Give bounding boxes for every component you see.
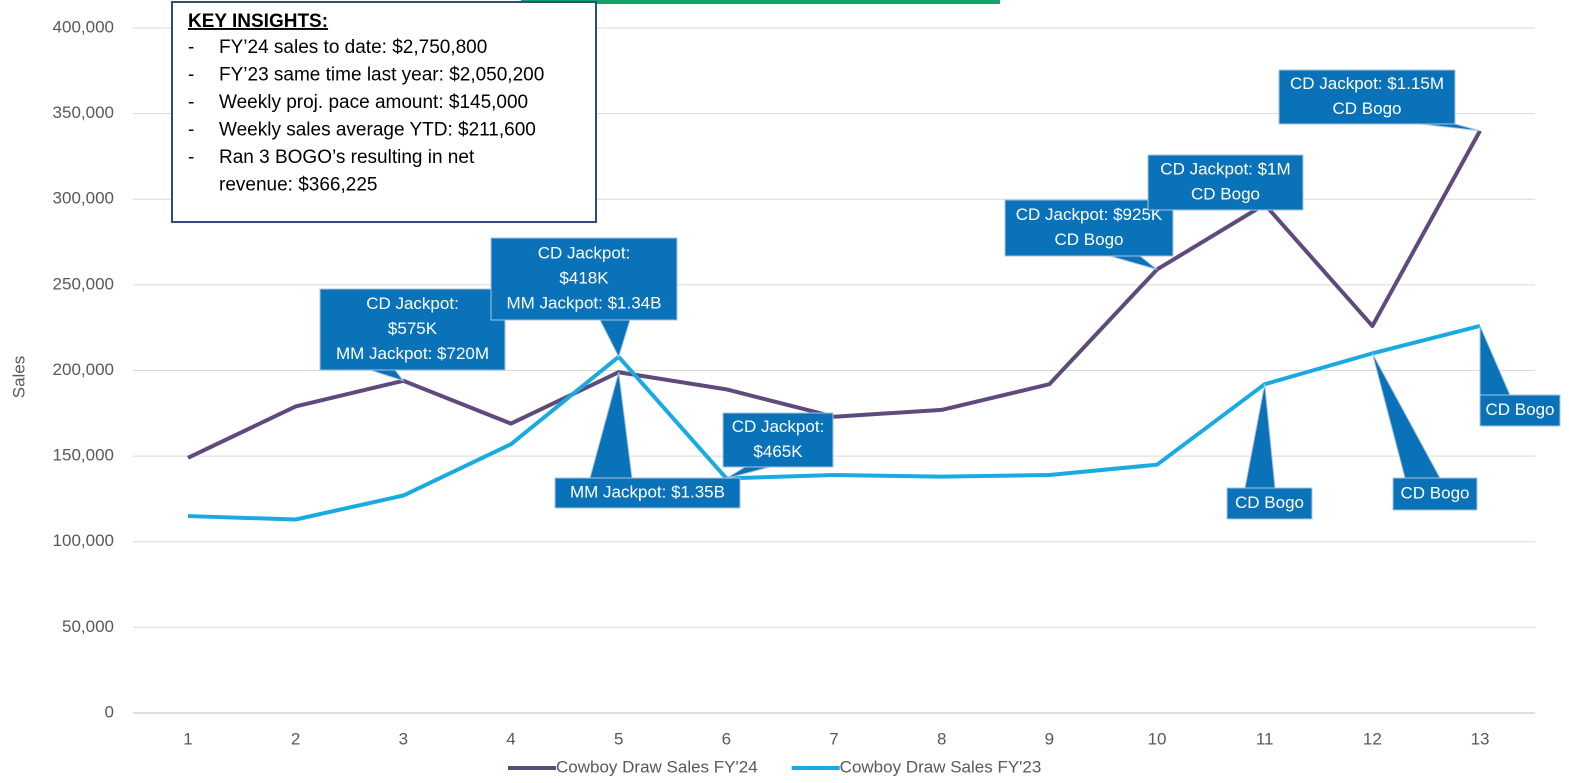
callout-text: CD Jackpot: — [538, 243, 631, 262]
insights-dash: - — [188, 92, 194, 113]
legend-label: Cowboy Draw Sales FY'24 — [556, 757, 758, 776]
callout-text: CD Bogo — [1055, 230, 1124, 249]
callout-text: CD Bogo — [1191, 184, 1260, 203]
x-tick-label: 11 — [1256, 729, 1274, 748]
callout-box — [1226, 487, 1313, 520]
callout-box — [1004, 199, 1174, 257]
callout-text: $575K — [388, 319, 438, 338]
insights-item: Weekly proj. pace amount: $145,000 — [219, 92, 528, 113]
x-tick-label: 1 — [183, 729, 192, 748]
callout-box — [1392, 477, 1478, 511]
callout-box — [722, 412, 834, 468]
x-tick-label: 2 — [291, 729, 300, 748]
callout-text: $418K — [559, 268, 609, 287]
insights-item: FY’24 sales to date: $2,750,800 — [219, 37, 487, 58]
x-tick-label: 10 — [1148, 729, 1167, 748]
callout-text: CD Jackpot: — [732, 417, 825, 436]
callout-pointer — [589, 372, 633, 479]
callout-box — [1278, 69, 1456, 125]
insights-item: Weekly sales average YTD: $211,600 — [219, 120, 536, 141]
callout-text: CD Bogo — [1486, 400, 1555, 419]
insights-dash: - — [188, 37, 194, 58]
callout-box — [1147, 154, 1304, 211]
y-tick-label: 350,000 — [53, 103, 114, 122]
y-tick-label: 150,000 — [53, 446, 114, 465]
x-tick-label: 8 — [937, 729, 946, 748]
callout-text: $465K — [753, 442, 803, 461]
callout-text: CD Jackpot: — [366, 294, 459, 313]
callout-text: CD Bogo — [1333, 99, 1402, 118]
x-tick-label: 12 — [1363, 729, 1382, 748]
callout-text: CD Jackpot: $1M — [1160, 159, 1290, 178]
y-tick-label: 50,000 — [62, 617, 114, 636]
insights-item: Ran 3 BOGO’s resulting in net — [219, 147, 475, 168]
y-tick-label: 300,000 — [53, 189, 114, 208]
y-tick-label: 0 — [105, 702, 114, 721]
x-tick-label: 9 — [1045, 729, 1054, 748]
callout-box — [490, 237, 678, 321]
callout-pointer — [1371, 353, 1441, 479]
callout-text: CD Bogo — [1401, 483, 1470, 502]
insights-box — [171, 1, 597, 223]
callout-pointer — [1109, 255, 1158, 270]
x-tick-label: 13 — [1471, 729, 1490, 748]
callout-box — [319, 288, 506, 371]
y-axis-label: Sales — [9, 356, 28, 399]
x-tick-label: 5 — [614, 729, 623, 748]
insights-title: KEY INSIGHTS: — [188, 11, 328, 32]
x-tick-label: 3 — [399, 729, 408, 748]
callout-pointer — [1479, 325, 1511, 396]
insights-dash: - — [188, 65, 194, 86]
insights-item: revenue: $366,225 — [219, 175, 377, 196]
callout-pointer — [369, 369, 405, 382]
callout-box — [554, 477, 741, 509]
insights-dash: - — [188, 147, 194, 168]
legend-label: Cowboy Draw Sales FY'23 — [840, 757, 1042, 776]
y-tick-label: 250,000 — [53, 274, 114, 293]
x-tick-label: 6 — [722, 729, 731, 748]
insights-item: FY’23 same time last year: $2,050,200 — [219, 65, 544, 86]
callout-pointer — [1244, 384, 1276, 489]
callout-box — [1479, 394, 1561, 427]
callout-text: CD Jackpot: $1.15M — [1290, 74, 1444, 93]
insights-dash: - — [188, 120, 194, 141]
callout-text: CD Jackpot: $925K — [1016, 205, 1163, 224]
callout-pointer — [1419, 123, 1481, 132]
y-tick-label: 400,000 — [53, 17, 114, 36]
callout-pointer — [599, 319, 631, 359]
y-tick-label: 200,000 — [53, 360, 114, 379]
top-bar — [521, 0, 1000, 4]
callout-text: CD Bogo — [1235, 493, 1304, 512]
x-tick-label: 4 — [506, 729, 515, 748]
callout-text: MM Jackpot: $1.34B — [507, 293, 662, 312]
y-tick-label: 100,000 — [53, 531, 114, 550]
callout-text: MM Jackpot: $720M — [336, 344, 489, 363]
callout-text: MM Jackpot: $1.35B — [570, 482, 725, 501]
x-tick-label: 7 — [829, 729, 838, 748]
